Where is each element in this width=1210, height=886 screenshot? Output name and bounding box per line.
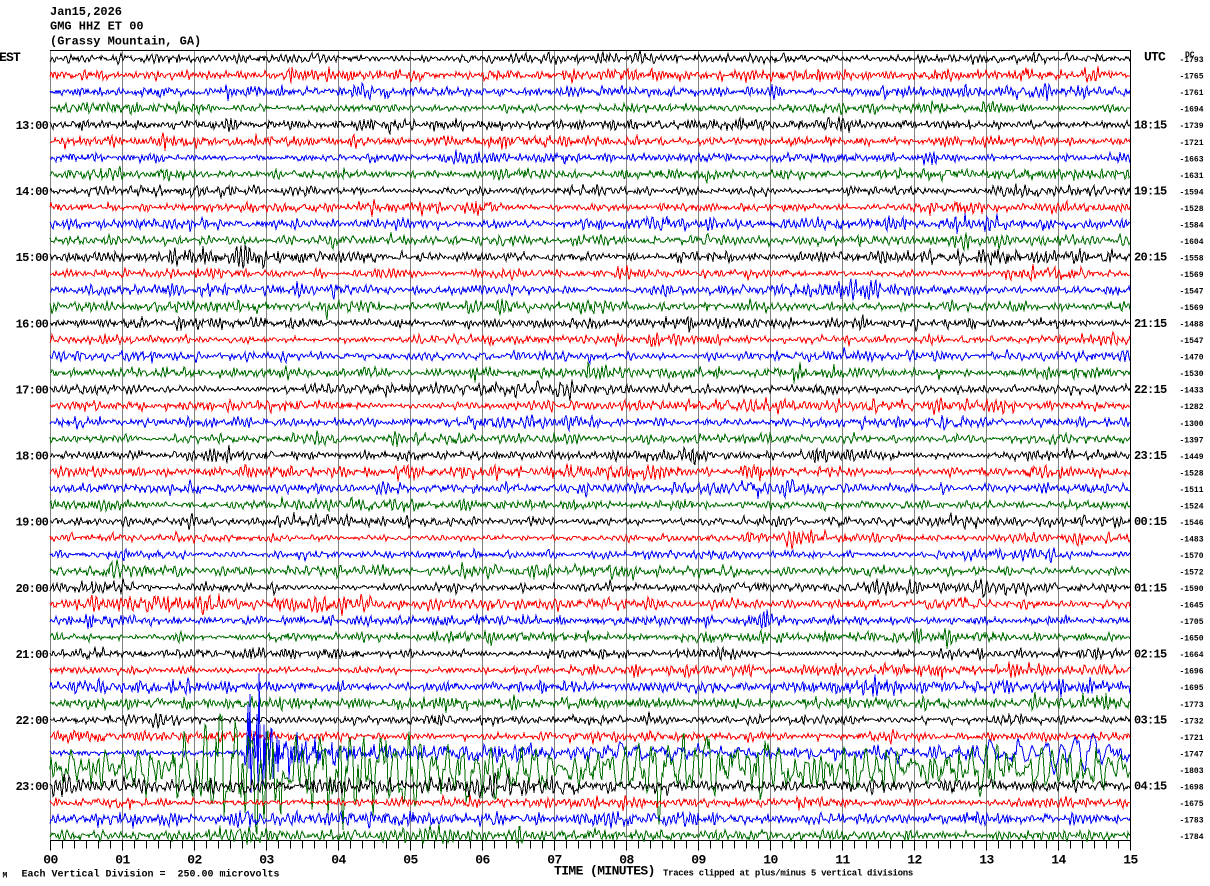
svg-text:16:00: 16:00 xyxy=(16,317,49,331)
svg-text:12: 12 xyxy=(907,853,922,868)
svg-text:Each Vertical Division = 250.: Each Vertical Division = 250.00 microvol… xyxy=(22,869,280,881)
svg-text:-1631: -1631 xyxy=(1180,172,1204,181)
svg-text:-1569: -1569 xyxy=(1180,304,1204,313)
svg-text:04: 04 xyxy=(331,853,346,868)
svg-text:-1594: -1594 xyxy=(1180,188,1204,197)
svg-text:-1569: -1569 xyxy=(1180,271,1204,280)
svg-text:-1397: -1397 xyxy=(1180,436,1204,445)
svg-text:-1547: -1547 xyxy=(1180,288,1204,297)
svg-text:Traces clipped at plus/minus 5: Traces clipped at plus/minus 5 vertical … xyxy=(663,869,913,879)
svg-text:-1604: -1604 xyxy=(1180,238,1204,247)
svg-text:UTC: UTC xyxy=(1144,50,1166,65)
svg-text:-1765: -1765 xyxy=(1180,73,1204,82)
svg-text:22:15: 22:15 xyxy=(1134,383,1167,397)
svg-text:-1650: -1650 xyxy=(1180,635,1204,644)
svg-text:-1721: -1721 xyxy=(1180,139,1204,148)
svg-text:(Grassy Mountain, GA): (Grassy Mountain, GA) xyxy=(50,35,201,49)
svg-text:-1546: -1546 xyxy=(1180,519,1204,528)
svg-text:14: 14 xyxy=(1051,853,1066,868)
svg-text:-1773: -1773 xyxy=(1180,701,1204,710)
svg-text:08: 08 xyxy=(619,853,634,868)
svg-text:-1663: -1663 xyxy=(1180,155,1204,164)
svg-text:17:00: 17:00 xyxy=(16,383,49,397)
svg-text:00: 00 xyxy=(43,853,58,868)
svg-text:-1675: -1675 xyxy=(1180,800,1204,809)
svg-text:-1747: -1747 xyxy=(1180,750,1204,759)
svg-text:19:00: 19:00 xyxy=(16,516,49,530)
svg-text:-1530: -1530 xyxy=(1180,370,1204,379)
svg-text:-1528: -1528 xyxy=(1180,469,1204,478)
svg-text:04:15: 04:15 xyxy=(1134,780,1167,794)
svg-text:Jan15,2026: Jan15,2026 xyxy=(50,5,122,19)
svg-text:20:00: 20:00 xyxy=(16,582,49,596)
svg-text:23:15: 23:15 xyxy=(1134,449,1167,463)
svg-text:21:15: 21:15 xyxy=(1134,317,1167,331)
svg-text:-1570: -1570 xyxy=(1180,552,1204,561)
svg-text:-1695: -1695 xyxy=(1180,684,1204,693)
svg-text:18:00: 18:00 xyxy=(16,450,49,464)
svg-text:05: 05 xyxy=(403,853,418,868)
svg-text:14:00: 14:00 xyxy=(16,185,49,199)
svg-text:19:15: 19:15 xyxy=(1134,185,1167,199)
svg-text:-1664: -1664 xyxy=(1180,651,1204,660)
svg-text:01: 01 xyxy=(115,853,130,868)
svg-text:07: 07 xyxy=(547,853,561,868)
svg-text:02: 02 xyxy=(187,853,202,868)
svg-text:-1584: -1584 xyxy=(1180,221,1204,230)
svg-text:22:00: 22:00 xyxy=(16,714,49,728)
svg-text:-1488: -1488 xyxy=(1180,321,1204,330)
svg-text:-1761: -1761 xyxy=(1180,89,1204,98)
svg-text:03:15: 03:15 xyxy=(1134,714,1167,728)
svg-text:-1793: -1793 xyxy=(1180,56,1204,65)
svg-text:-1732: -1732 xyxy=(1180,717,1204,726)
svg-text:13: 13 xyxy=(979,853,994,868)
svg-text:TIME (MINUTES): TIME (MINUTES) xyxy=(554,864,655,879)
svg-text:-1300: -1300 xyxy=(1180,420,1204,429)
svg-text:-1721: -1721 xyxy=(1180,734,1204,743)
svg-text:15: 15 xyxy=(1123,853,1138,868)
svg-text:06: 06 xyxy=(475,853,490,868)
svg-text:11: 11 xyxy=(835,853,850,868)
svg-text:02:15: 02:15 xyxy=(1134,647,1167,661)
svg-text:-1694: -1694 xyxy=(1180,106,1204,115)
svg-text:-1511: -1511 xyxy=(1180,486,1204,495)
svg-text:-1433: -1433 xyxy=(1180,387,1204,396)
svg-text:03: 03 xyxy=(259,853,274,868)
svg-text:-1784: -1784 xyxy=(1180,833,1204,842)
svg-text:-1783: -1783 xyxy=(1180,816,1204,825)
svg-text:M: M xyxy=(3,872,8,881)
svg-text:-1282: -1282 xyxy=(1180,403,1204,412)
svg-text:-1803: -1803 xyxy=(1180,767,1204,776)
svg-text:GMG HHZ ET 00: GMG HHZ ET 00 xyxy=(50,20,144,34)
svg-text:-1470: -1470 xyxy=(1180,354,1204,363)
svg-text:18:15: 18:15 xyxy=(1134,118,1167,132)
svg-text:09: 09 xyxy=(691,853,706,868)
svg-text:-1696: -1696 xyxy=(1180,668,1204,677)
svg-text:23:00: 23:00 xyxy=(16,780,49,794)
svg-text:01:15: 01:15 xyxy=(1134,581,1167,595)
svg-text:13:00: 13:00 xyxy=(16,119,49,133)
svg-text:-1645: -1645 xyxy=(1180,602,1204,611)
svg-text:-1572: -1572 xyxy=(1180,569,1204,578)
svg-text:-1698: -1698 xyxy=(1180,783,1204,792)
svg-text:DC: DC xyxy=(1185,51,1195,60)
svg-text:20:15: 20:15 xyxy=(1134,251,1167,265)
svg-text:-1528: -1528 xyxy=(1180,205,1204,214)
svg-text:-1547: -1547 xyxy=(1180,337,1204,346)
svg-text:15:00: 15:00 xyxy=(16,251,49,265)
svg-text:-1483: -1483 xyxy=(1180,535,1204,544)
svg-text:-1739: -1739 xyxy=(1180,122,1204,131)
svg-text:-1449: -1449 xyxy=(1180,453,1204,462)
svg-text:-1705: -1705 xyxy=(1180,618,1204,627)
svg-text:21:00: 21:00 xyxy=(16,648,49,662)
svg-text:00:15: 00:15 xyxy=(1134,515,1167,529)
svg-text:EST: EST xyxy=(0,50,21,65)
svg-text:-1590: -1590 xyxy=(1180,585,1204,594)
svg-text:-1524: -1524 xyxy=(1180,502,1204,511)
svg-text:-1558: -1558 xyxy=(1180,254,1204,263)
svg-text:10: 10 xyxy=(763,853,778,868)
